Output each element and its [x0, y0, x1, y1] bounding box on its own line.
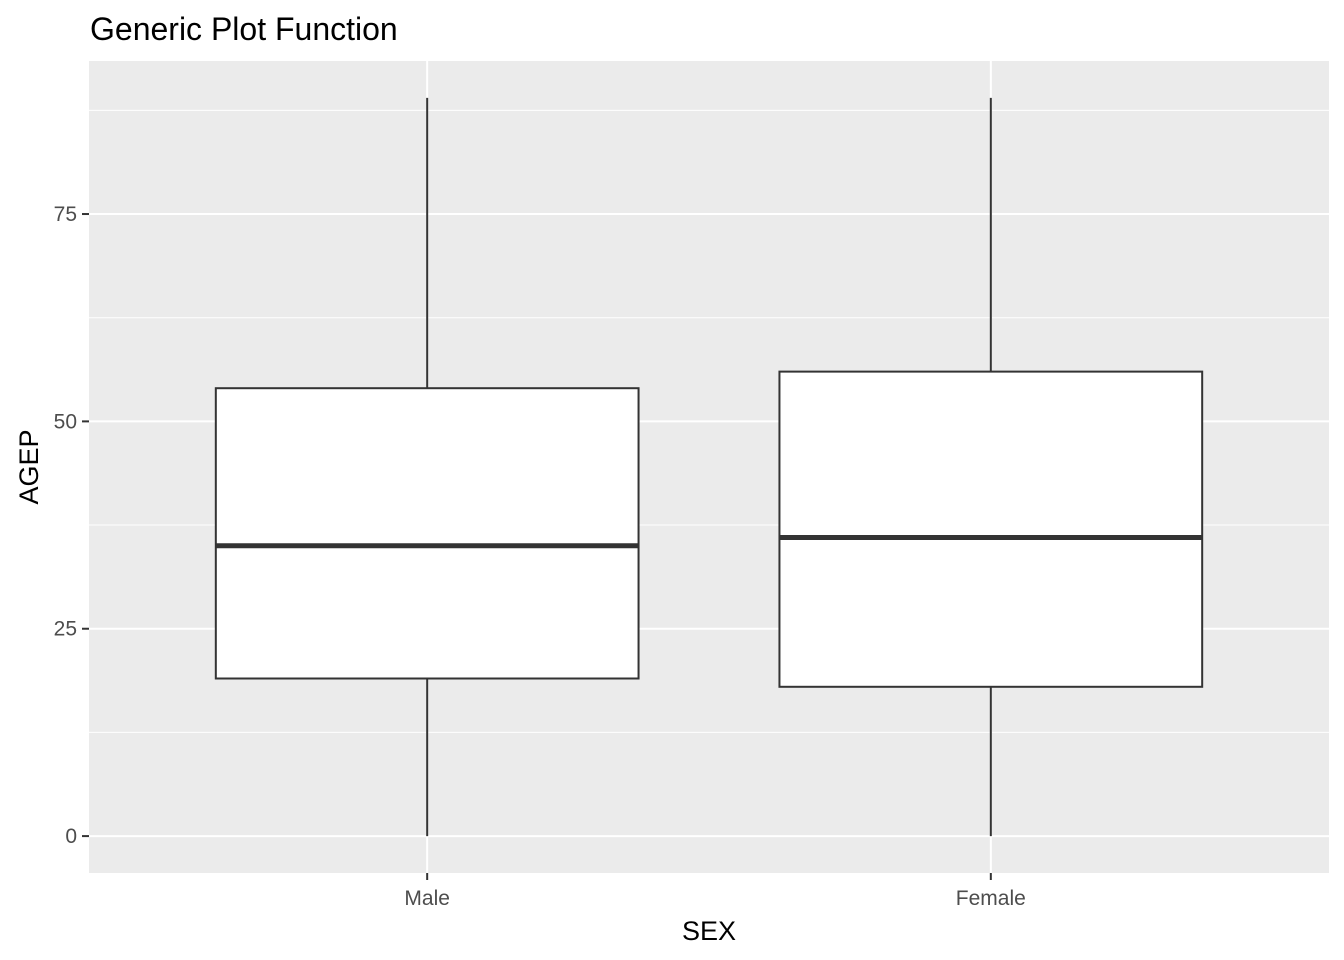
box-iqr — [214, 387, 640, 680]
x-tick-label: Male — [404, 887, 450, 910]
chart-title: Generic Plot Function — [90, 11, 398, 47]
y-tick-label: 0 — [65, 825, 77, 848]
y-tick-label: 50 — [54, 410, 77, 433]
box-male — [214, 97, 640, 837]
boxes-layer — [214, 97, 1204, 837]
box-female — [778, 97, 1204, 837]
y-axis-title: AGEP — [14, 429, 44, 504]
y-tick-label: 25 — [54, 618, 77, 641]
x-tick-label: Female — [956, 887, 1026, 910]
y-axis: 0 25 50 75 — [54, 203, 89, 848]
y-tick-label: 75 — [54, 203, 77, 226]
x-axis-title: SEX — [682, 916, 736, 946]
x-axis: Male Female — [404, 873, 1026, 910]
box-iqr — [778, 370, 1204, 688]
